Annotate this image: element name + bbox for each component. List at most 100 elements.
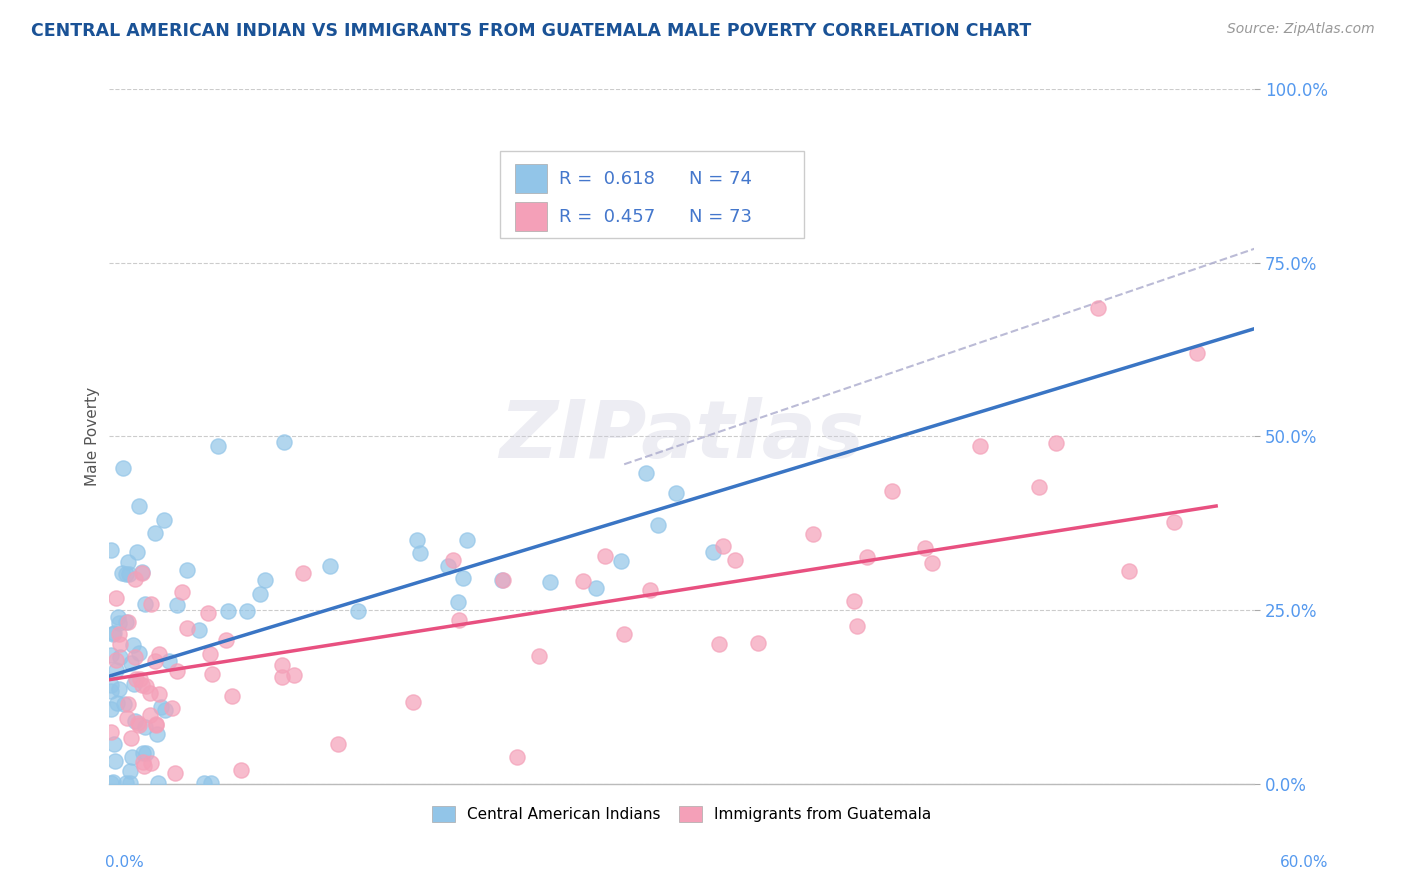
Point [1028,480,1050,494]
Point [914,541,936,555]
Point [120,731,142,745]
Point [115,615,138,629]
Point [176,563,198,577]
Point [200,776,222,790]
Point [249,586,271,600]
Point [201,666,224,681]
Point [527,648,550,663]
Point [271,670,294,684]
Point [187,624,209,638]
Point [105,696,128,710]
Point [112,697,135,711]
Point [221,689,243,703]
Point [148,687,170,701]
Point [121,749,143,764]
Bar [516,164,547,194]
Point [110,637,132,651]
Point [101,775,124,789]
Point [409,546,432,560]
Point [492,573,515,587]
Point [100,725,122,739]
Point [152,513,174,527]
Point [254,574,277,588]
Point [143,526,166,541]
Point [100,702,122,716]
Point [131,678,153,692]
Point [1163,515,1185,529]
Point [117,615,139,629]
Point [638,582,661,597]
Point [214,633,236,648]
Point [118,566,141,581]
Text: R =  0.618: R = 0.618 [560,169,655,187]
Point [128,499,150,513]
Point [103,625,125,640]
Point [447,595,470,609]
Point [456,533,478,548]
Point [702,545,724,559]
Point [856,550,879,565]
Point [122,638,145,652]
Point [882,483,904,498]
Point [724,553,747,567]
Point [347,605,370,619]
Point [125,544,148,558]
Point [441,552,464,566]
Point [236,603,259,617]
Point [270,658,292,673]
Point [969,439,991,453]
Point [128,718,150,732]
Point [108,681,131,696]
Point [101,626,124,640]
Point [124,714,146,728]
Point [207,439,229,453]
Point [1185,346,1208,360]
Point [292,566,315,580]
Point [595,549,617,563]
Point [107,626,129,640]
Point [451,571,474,585]
Point [114,566,136,581]
Point [146,776,169,790]
Point [131,565,153,579]
Legend: Central American Indians, Immigrants from Guatemala: Central American Indians, Immigrants fro… [426,800,938,829]
Point [141,756,163,771]
Point [104,663,127,677]
Point [166,598,188,612]
Point [104,754,127,768]
Point [166,664,188,678]
Point [146,727,169,741]
Point [283,668,305,682]
Text: ZIPatlas: ZIPatlas [499,398,863,475]
Point [112,461,135,475]
Point [842,594,865,608]
Point [118,776,141,790]
Point [198,648,221,662]
Point [107,609,129,624]
Point [104,653,127,667]
FancyBboxPatch shape [501,152,804,238]
Point [845,619,868,633]
Point [217,603,239,617]
Point [613,627,636,641]
Point [139,708,162,723]
Point [100,684,122,698]
Text: R =  0.457: R = 0.457 [560,208,655,226]
Point [125,673,148,687]
Point [117,555,139,569]
Point [402,695,425,709]
Point [127,716,149,731]
Point [149,700,172,714]
Point [160,700,183,714]
Point [120,656,142,670]
Point [145,716,167,731]
Point [100,776,122,790]
Point [117,697,139,711]
Point [139,597,162,611]
Point [491,574,513,588]
Point [124,572,146,586]
Y-axis label: Male Poverty: Male Poverty [86,387,100,486]
Point [1118,564,1140,578]
Point [1045,435,1067,450]
Point [143,654,166,668]
